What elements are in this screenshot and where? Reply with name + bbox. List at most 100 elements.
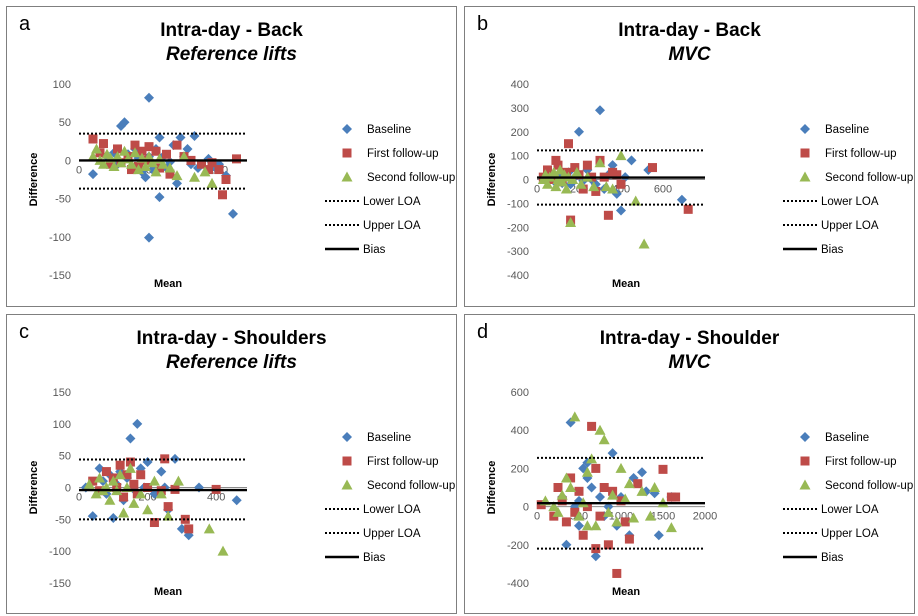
legend-label: Second follow-up: [825, 480, 913, 492]
data-point: [128, 497, 140, 508]
data-point: [648, 163, 657, 173]
data-point: [133, 164, 144, 175]
data-point: [189, 130, 200, 141]
data-point: [232, 154, 241, 164]
data-point: [637, 467, 647, 478]
data-point: [163, 502, 173, 512]
legend-label: Bias: [821, 244, 844, 256]
data-point: [574, 520, 584, 531]
data-point: [564, 139, 573, 149]
data-point: [591, 544, 601, 554]
data-point: [107, 475, 119, 486]
legend-marker: [800, 124, 810, 134]
data-point: [88, 169, 98, 180]
data-point: [611, 188, 622, 199]
data-point: [553, 160, 563, 170]
data-point: [156, 466, 167, 477]
data-point: [571, 166, 583, 177]
legend-label: Lower LOA: [821, 196, 879, 208]
data-point: [561, 539, 572, 550]
data-point: [633, 479, 643, 489]
chart-c-svg: Intra-day - Shoulders Reference lifts 150 1…: [28, 328, 455, 598]
data-point: [207, 158, 217, 168]
legend-marker: [342, 456, 352, 466]
data-point: [548, 501, 560, 512]
data-point: [101, 467, 111, 477]
data-point: [619, 493, 631, 504]
data-point: [137, 146, 147, 156]
data-point: [221, 175, 231, 184]
chart-b-svg: Intra-day - Back MVC 400 300 200 100 0 -100 -200…: [486, 20, 913, 290]
legend-marker: [341, 171, 353, 182]
y-tick-label: 150: [53, 387, 71, 399]
legend-label: Baseline: [825, 432, 869, 444]
data-point: [144, 142, 154, 152]
data-point: [587, 421, 597, 431]
legend: Baseline First follow-up Second follow-up L…: [783, 432, 913, 564]
data-point: [607, 489, 619, 500]
data-point: [671, 492, 681, 502]
data-point: [87, 511, 98, 522]
data-point: [184, 524, 194, 534]
chart-title: Intra-day - Back: [618, 20, 761, 41]
data-point: [104, 494, 116, 505]
data-point: [178, 151, 190, 162]
data-point: [124, 462, 136, 473]
legend-marker: [800, 432, 810, 442]
chart-subtitle: Reference lifts: [166, 352, 297, 373]
data-point: [598, 434, 610, 445]
data-point: [615, 150, 627, 161]
data-point: [87, 151, 99, 162]
data-point: [623, 478, 635, 489]
y-tick-label: 0: [65, 483, 71, 495]
y-axis-title: Difference: [28, 461, 40, 515]
legend-label: Upper LOA: [821, 220, 879, 232]
legend-marker: [342, 148, 352, 158]
data-point: [607, 183, 619, 194]
legend-label: Baseline: [367, 124, 411, 136]
data-point: [162, 510, 174, 521]
data-point: [607, 160, 618, 171]
data-point: [582, 160, 592, 170]
data-point: [175, 132, 186, 143]
x-tick-label: 0: [76, 164, 82, 176]
data-point: [99, 139, 108, 149]
data-point: [130, 140, 140, 150]
data-point: [119, 117, 130, 128]
data-point: [626, 155, 637, 166]
x-axis-title: Mean: [154, 278, 182, 290]
data-point: [607, 448, 618, 459]
data-point: [136, 470, 146, 480]
data-point: [143, 483, 153, 492]
data-point: [140, 172, 151, 183]
y-tick-label: -150: [49, 578, 71, 590]
legend: Baseline First follow-up Second follow-up L…: [325, 124, 455, 256]
data-point: [157, 158, 169, 169]
data-point: [150, 166, 162, 177]
y-tick-label: -400: [507, 270, 529, 282]
data-point: [586, 453, 598, 464]
x-axis-title: Mean: [612, 586, 640, 598]
panel-label-d: d: [477, 321, 489, 343]
y-tick-label: 100: [53, 79, 71, 91]
chart-title: Intra-day - Back: [160, 20, 303, 41]
y-tick-label: -200: [507, 222, 529, 234]
data-point: [630, 195, 642, 206]
data-point: [171, 170, 183, 181]
legend-label: Bias: [821, 552, 844, 564]
legend-marker: [800, 148, 810, 158]
data-point: [595, 105, 605, 116]
data-point: [144, 92, 154, 103]
data-point: [586, 482, 597, 493]
y-tick-label: -100: [507, 198, 529, 210]
y-tick-label: 50: [59, 117, 71, 129]
data-point: [612, 568, 622, 578]
y-tick-label: 400: [511, 79, 529, 91]
data-point: [204, 165, 213, 175]
data-point: [115, 460, 125, 470]
x-tick-label: 0: [76, 492, 82, 504]
data-point: [628, 512, 640, 523]
y-tick-label: -50: [55, 514, 71, 526]
panel-label-b: b: [477, 13, 489, 35]
chart-panel-c: Intra-day - Shoulders Reference lifts 150 1…: [6, 314, 457, 614]
